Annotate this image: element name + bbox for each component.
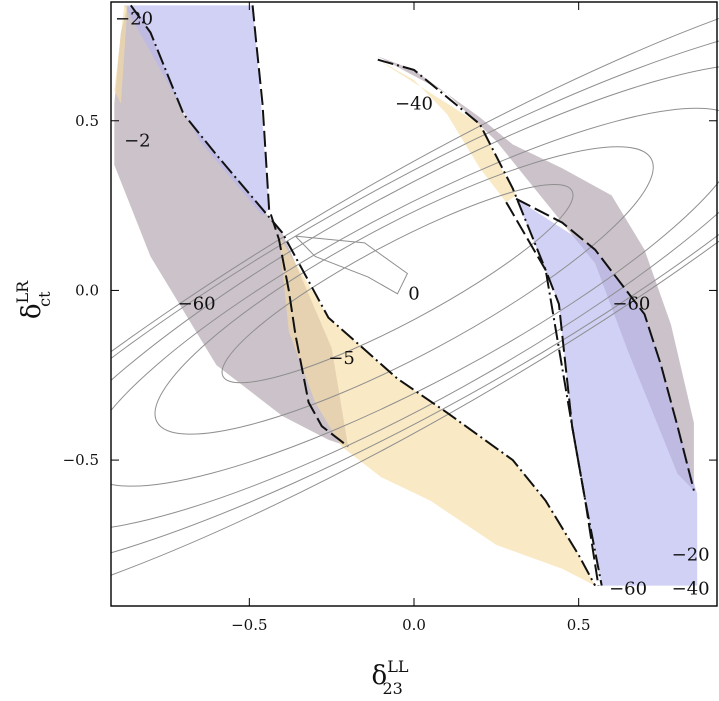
contour-label-7: −20 [672,545,710,566]
boundary-line-1 [129,4,596,587]
region-blue-right [516,198,698,586]
y-tick-label-2: −0.5 [63,451,99,469]
y-axis-label: δLR ct [13,280,54,319]
x-tick-label-1: 0.0 [402,616,426,634]
contour-line-4 [111,63,719,532]
x-tick-label-2: 0.5 [567,616,591,634]
contour-line-2 [154,146,654,435]
region-orange-center [279,236,596,586]
region-gray-right [377,56,694,491]
contour-label-9: −40 [672,579,710,600]
contour-label-5: −60 [612,294,650,315]
contour-label-2: −2 [124,131,151,152]
y-axis-label-main: δ [17,304,47,320]
contour-label-0: −20 [115,8,153,29]
boundary-line-0 [251,5,349,448]
contour-label-1: −40 [395,93,433,114]
boundary-lines [129,4,695,587]
contour-label-6: −5 [328,348,355,369]
contour-line-3 [111,107,719,487]
region-orange-left [114,5,128,104]
contour-line-1 [221,184,574,384]
x-axis-label-main: δ [372,661,388,691]
contour-line-5 [111,20,719,575]
y-axis-label-sub: ct [35,291,54,307]
axis-ticks: −0.5 0.0 0.5 0.5 0.0 −0.5 [63,2,717,634]
x-tick-label-0: −0.5 [231,616,267,634]
x-axis-label: δLL 23 [372,657,409,698]
contour-label-4: 0 [408,283,419,304]
region-orange-upper [377,59,517,203]
y-tick-label-0: 0.5 [75,112,99,130]
contour-label-3: −60 [178,294,216,315]
x-axis-label-sub: 23 [382,679,402,698]
boundary-line-3 [505,201,600,586]
y-axis-label-sup: LR [13,280,32,304]
x-axis-label-sup: LL [387,657,409,676]
region-gray-left [114,5,349,447]
shaded-regions [114,5,698,586]
contour-labels: −20 −40 −2 −60 0 −60 −5 −20 −60 −40 [115,8,710,599]
contour-label-8: −60 [609,579,647,600]
boundary-line-4 [515,197,695,491]
y-tick-label-1: 0.0 [75,281,99,299]
contour-line-0 [295,235,409,295]
